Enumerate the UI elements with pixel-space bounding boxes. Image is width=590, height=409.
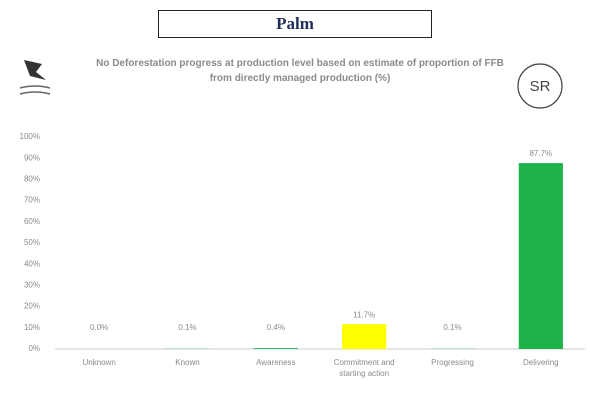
value-label: 0.1% [178,323,196,332]
x-tick-label: Progressing [431,358,474,367]
y-tick-label: 50% [24,238,40,247]
value-label: 0.0% [90,323,108,332]
header-title: Palm [158,10,432,38]
x-tick-label: Commitment and starting action [333,358,395,378]
y-tick-label: 70% [24,196,40,205]
x-tick-label: Delivering [523,358,559,367]
badge-circle [517,63,563,109]
bar [342,324,387,349]
bar [253,348,298,349]
logo [19,60,51,95]
y-tick-label: 10% [24,323,40,332]
x-tick-label: Awareness [256,358,296,367]
chart-title: No Deforestation progress at production … [96,58,504,84]
y-tick-label: 100% [20,132,40,141]
y-tick-label: 0% [28,344,40,353]
value-label: 87.7% [529,149,552,158]
value-label: 0.1% [443,323,461,332]
bar [518,163,563,349]
value-label: 11.7% [353,310,375,319]
value-label: 0.4% [267,323,285,332]
y-tick-label: 80% [24,175,40,184]
y-tick-label: 40% [24,259,40,268]
x-tick-label: Known [175,358,200,367]
y-tick-label: 90% [24,153,40,162]
badge: SR [530,78,551,95]
y-tick-label: 30% [24,281,40,290]
x-tick-label: Unknown [82,358,116,367]
y-tick-label: 60% [24,217,40,226]
y-tick-label: 20% [24,302,40,311]
